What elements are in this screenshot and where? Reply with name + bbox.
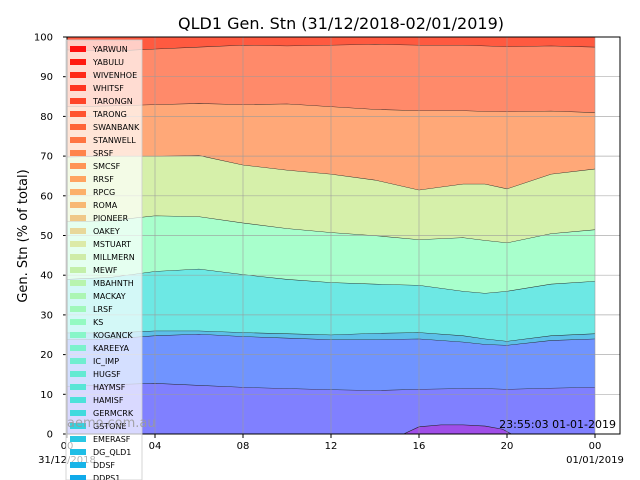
timestamp: 23:55:03 01-01-2019 <box>499 418 616 431</box>
legend-swatch <box>70 254 86 260</box>
y-tick-label: 80 <box>40 112 53 123</box>
x-tick-label: 16 <box>413 441 426 452</box>
legend-label: EMERASF <box>93 435 131 444</box>
legend-label: GSTONE <box>93 422 127 431</box>
y-tick-label: 50 <box>40 231 53 242</box>
y-tick-label: 40 <box>40 271 53 282</box>
legend-swatch <box>70 306 86 312</box>
legend-swatch <box>70 332 86 338</box>
legend-swatch <box>70 176 86 182</box>
y-tick-label: 100 <box>34 33 53 44</box>
legend-swatch <box>70 384 86 390</box>
legend-swatch <box>70 475 86 480</box>
legend-swatch <box>70 124 86 130</box>
legend-label: ROMA <box>93 201 118 210</box>
y-tick-label: 10 <box>40 390 53 401</box>
legend-swatch <box>70 319 86 325</box>
x-tick-label: 08 <box>237 441 250 452</box>
legend-label: KS <box>93 318 103 327</box>
legend-label: MSTUART <box>93 240 131 249</box>
x-tick-label: 04 <box>149 441 162 452</box>
legend-label: LRSF <box>93 305 113 314</box>
legend-swatch <box>70 449 86 455</box>
legend-label: IC_IMP <box>93 357 119 366</box>
legend-label: KAREEYA <box>93 344 130 353</box>
purple-band <box>403 424 512 435</box>
legend-label: OAKEY <box>93 227 120 236</box>
legend-label: MEWF <box>93 266 118 275</box>
legend-label: WHITSF <box>93 84 124 93</box>
legend-swatch <box>70 397 86 403</box>
legend-label: TARONG <box>92 110 127 119</box>
legend-label: MACKAY <box>93 292 126 301</box>
legend-swatch <box>70 423 86 429</box>
grid-lines <box>66 36 620 435</box>
legend-swatch <box>70 72 86 78</box>
legend-label: HUGSF <box>93 370 121 379</box>
legend-label: YARWUN <box>92 45 128 54</box>
legend-swatch <box>70 46 86 52</box>
legend-swatch <box>70 98 86 104</box>
legend-label: TARONGN <box>92 97 133 106</box>
y-axis-label: Gen. Stn (% of total) <box>16 169 31 302</box>
legend-label: HAMISF <box>93 396 124 405</box>
legend-label: RRSF <box>93 175 114 184</box>
x-tick-sublabel: 01/01/2019 <box>566 455 624 466</box>
legend: YARWUN YABULU WIVENHOE WHITSF TARONGN TARONG S… <box>65 39 143 480</box>
legend-label: MBAHNTH <box>93 279 134 288</box>
legend-label: SWANBANK <box>93 123 140 132</box>
y-tick-label: 60 <box>40 191 53 202</box>
legend-swatch <box>70 436 86 442</box>
legend-swatch <box>70 215 86 221</box>
legend-swatch <box>70 410 86 416</box>
legend-swatch <box>70 462 86 468</box>
legend-label: SRSF <box>93 149 114 158</box>
legend-label: PIONEER <box>93 214 129 223</box>
legend-swatch <box>70 150 86 156</box>
legend-label: DDPS1 <box>93 474 120 480</box>
x-tick-label: 12 <box>325 441 338 452</box>
legend-label: DG_QLD1 <box>93 448 131 457</box>
y-tick-label: 20 <box>40 350 53 361</box>
legend-swatch <box>70 228 86 234</box>
legend-label: DDSF <box>93 461 115 470</box>
chart-title: QLD1 Gen. Stn (31/12/2018-02/01/2019) <box>178 14 504 33</box>
legend-label: SMCSF <box>93 162 121 171</box>
legend-label: KOGANCK <box>93 331 133 340</box>
y-tick-label: 30 <box>40 310 53 321</box>
legend-swatch <box>70 189 86 195</box>
y-tick-label: 0 <box>47 430 53 441</box>
x-tick-label: 00 <box>589 441 602 452</box>
legend-label: STANWELL <box>93 136 136 145</box>
legend-swatch <box>70 59 86 65</box>
legend-swatch <box>70 358 86 364</box>
legend-swatch <box>70 345 86 351</box>
legend-label: GERMCRK <box>93 409 134 418</box>
watermark: aemo.com.au <box>67 416 156 431</box>
legend-swatch <box>70 293 86 299</box>
y-tick-label: 70 <box>40 152 53 163</box>
legend-label: RPCG <box>93 188 115 197</box>
legend-label: HAYMSF <box>93 383 126 392</box>
legend-swatch <box>70 137 86 143</box>
legend-label: WIVENHOE <box>93 71 137 80</box>
legend-label: MILLMERN <box>93 253 135 262</box>
x-tick-label: 20 <box>501 441 514 452</box>
legend-swatch <box>70 202 86 208</box>
legend-swatch <box>70 371 86 377</box>
legend-label: YABULU <box>92 58 124 67</box>
legend-swatch <box>70 85 86 91</box>
y-axis-ticks: 0 10 20 30 40 50 60 70 80 90 100 <box>34 33 67 441</box>
y-tick-label: 90 <box>40 72 53 83</box>
legend-swatch <box>70 111 86 117</box>
legend-swatch <box>70 163 86 169</box>
legend-swatch <box>70 267 86 273</box>
legend-swatch <box>70 241 86 247</box>
legend-swatch <box>70 280 86 286</box>
